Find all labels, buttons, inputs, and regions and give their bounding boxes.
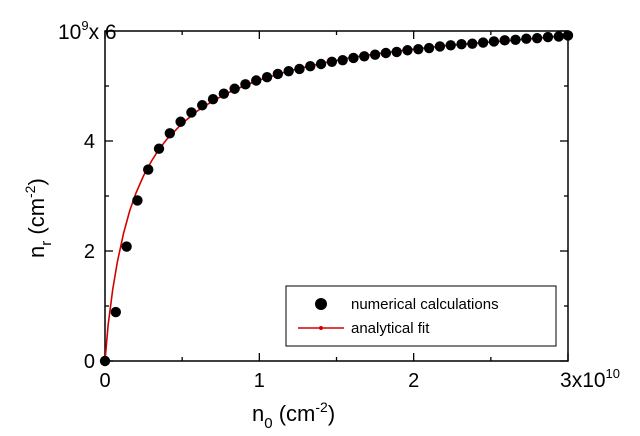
y-axis-label: nr (cm-2)	[22, 178, 55, 258]
data-point-numerical	[369, 49, 381, 60]
x-tick-label: 0	[99, 370, 110, 392]
data-point-numerical	[175, 116, 186, 127]
y-tick-label: 4	[84, 131, 95, 153]
data-point-numerical	[521, 33, 532, 44]
data-point-numerical	[229, 83, 240, 94]
y-axis-label-sub: r	[38, 241, 55, 246]
x-scale-label: 3x1010	[560, 366, 620, 392]
data-point-numerical	[132, 195, 143, 206]
x-axis-label-exp: -2	[315, 399, 328, 415]
data-point-numerical	[402, 45, 413, 56]
axis-ticks	[104, 30, 569, 362]
data-point-numerical	[218, 88, 230, 99]
data-point-numerical	[562, 30, 574, 41]
data-point-numerical	[283, 65, 294, 77]
data-point-numerical	[272, 68, 284, 80]
legend: numerical calculations analytical fit	[285, 285, 557, 347]
data-point-numerical	[467, 38, 478, 49]
legend-label-fit: analytical fit	[351, 320, 430, 337]
data-point-numerical	[197, 100, 208, 111]
data-point-numerical	[186, 107, 197, 118]
data-point-numerical	[456, 39, 467, 50]
data-point-numerical	[294, 63, 305, 75]
data-point-numerical	[380, 47, 392, 59]
data-point-numerical	[510, 34, 521, 45]
data-point-numerical	[348, 52, 359, 64]
tick-label-layer: 0 1 2 0 2 4	[84, 131, 419, 392]
data-point-numerical	[164, 128, 176, 139]
data-point-numerical	[413, 43, 424, 55]
data-point-numerical	[337, 54, 348, 66]
y-tick-label: 0	[84, 351, 95, 373]
data-point-numerical	[477, 37, 489, 48]
y-scale-exponent: 9	[81, 18, 88, 33]
data-point-numerical	[251, 75, 262, 86]
data-point-numerical	[488, 36, 500, 47]
y-tick-label: 2	[84, 241, 95, 263]
data-point-numerical	[499, 35, 510, 46]
data-point-numerical	[391, 46, 402, 58]
x-tick-label: 1	[254, 370, 265, 392]
x-tick-label: 2	[408, 370, 419, 392]
data-point-numerical	[99, 355, 111, 367]
x-scale-exponent: 10	[606, 366, 620, 381]
data-point-numerical	[121, 241, 132, 252]
data-point-numerical	[434, 41, 446, 52]
legend-marker-fit	[319, 326, 323, 330]
data-point-numerical	[531, 32, 543, 44]
data-point-numerical	[326, 56, 338, 67]
data-point-numerical	[542, 31, 554, 43]
y-scale-label: 109x 6	[58, 18, 117, 44]
data-point-numerical	[445, 40, 456, 51]
data-point-numerical	[143, 164, 154, 175]
data-point-numerical	[240, 79, 251, 90]
data-point-numerical	[305, 60, 316, 72]
legend-box	[285, 285, 557, 347]
data-point-numerical	[207, 94, 219, 105]
data-point-numerical	[423, 42, 435, 54]
marker-layer	[99, 30, 574, 367]
y-scale-suffix: x 6	[89, 21, 117, 44]
x-axis-label-sub: 0	[264, 415, 272, 432]
data-point-numerical	[315, 58, 327, 70]
y-axis-label-exp: -2	[22, 185, 38, 198]
data-point-numerical	[153, 143, 165, 154]
data-point-numerical	[110, 306, 122, 318]
data-point-numerical	[359, 51, 370, 62]
data-point-numerical	[261, 72, 273, 83]
data-point-numerical	[553, 31, 564, 42]
x-axis-label: n0 (cm-2)	[252, 399, 335, 432]
legend-marker-numerical	[315, 298, 327, 310]
legend-label-numerical: numerical calculations	[351, 296, 499, 313]
